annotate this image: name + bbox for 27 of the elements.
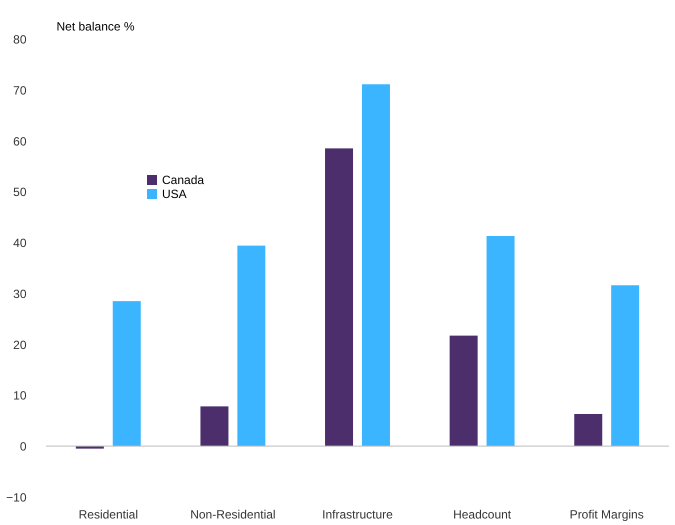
x-tick-label: Residential (78, 508, 138, 522)
y-tick-label: 70 (13, 83, 27, 98)
legend-label: USA (162, 187, 187, 201)
x-tick-label: Non-Residential (190, 508, 276, 522)
x-tick-label: Infrastructure (322, 508, 394, 522)
y-tick-label: 30 (13, 286, 27, 301)
y-axis-title: Net balance % (56, 20, 135, 34)
bar (362, 84, 390, 446)
legend-label: Canada (162, 173, 204, 187)
bar (237, 246, 266, 446)
y-tick-label: −10 (6, 490, 27, 504)
bar (200, 406, 228, 446)
bar (611, 285, 640, 446)
x-tick-label: Profit Margins (570, 508, 644, 522)
y-tick-label: 40 (13, 236, 27, 250)
y-tick-label: 80 (13, 32, 27, 46)
bar (112, 301, 141, 446)
y-tick-label: 20 (13, 338, 27, 352)
y-tick-label: 50 (13, 185, 27, 200)
bar (486, 236, 515, 446)
bar (325, 148, 354, 446)
y-tick-label: 60 (13, 134, 27, 148)
x-tick-label: Headcount (453, 508, 512, 522)
bar (574, 414, 602, 446)
y-tick-label: 10 (13, 388, 27, 403)
y-tick-label: 0 (20, 440, 27, 454)
bar (450, 336, 478, 446)
